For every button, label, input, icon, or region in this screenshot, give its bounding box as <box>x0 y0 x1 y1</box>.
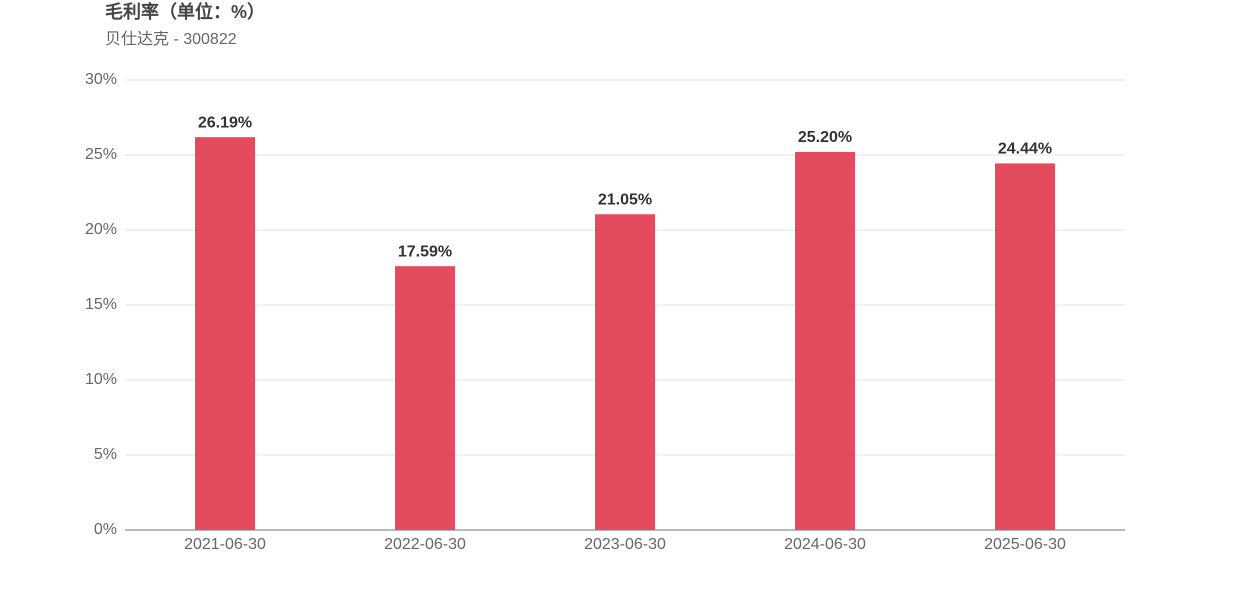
bar <box>595 214 655 530</box>
value-label: 25.20% <box>798 129 852 146</box>
x-tick-label: 2021-06-30 <box>184 536 266 553</box>
y-tick-label: 10% <box>85 371 117 388</box>
value-label: 24.44% <box>998 141 1052 158</box>
y-tick-label: 15% <box>85 296 117 313</box>
chart-title: 毛利率（单位：%） <box>105 1 265 22</box>
y-tick-label: 0% <box>94 521 117 538</box>
y-tick-label: 30% <box>85 71 117 88</box>
y-tick-label: 25% <box>85 146 117 163</box>
y-tick-label: 5% <box>94 446 117 463</box>
value-label: 21.05% <box>598 191 652 208</box>
x-tick-label: 2024-06-30 <box>784 536 866 553</box>
bar <box>195 137 255 530</box>
bar <box>995 163 1055 530</box>
value-label: 17.59% <box>398 243 452 260</box>
y-tick-label: 20% <box>85 221 117 238</box>
x-tick-label: 2025-06-30 <box>984 536 1066 553</box>
x-tick-label: 2022-06-30 <box>384 536 466 553</box>
value-label: 26.19% <box>198 114 252 131</box>
chart-subtitle: 贝仕达克 - 300822 <box>105 30 237 48</box>
x-tick-label: 2023-06-30 <box>584 536 666 553</box>
bar <box>395 266 455 530</box>
bar <box>795 152 855 530</box>
